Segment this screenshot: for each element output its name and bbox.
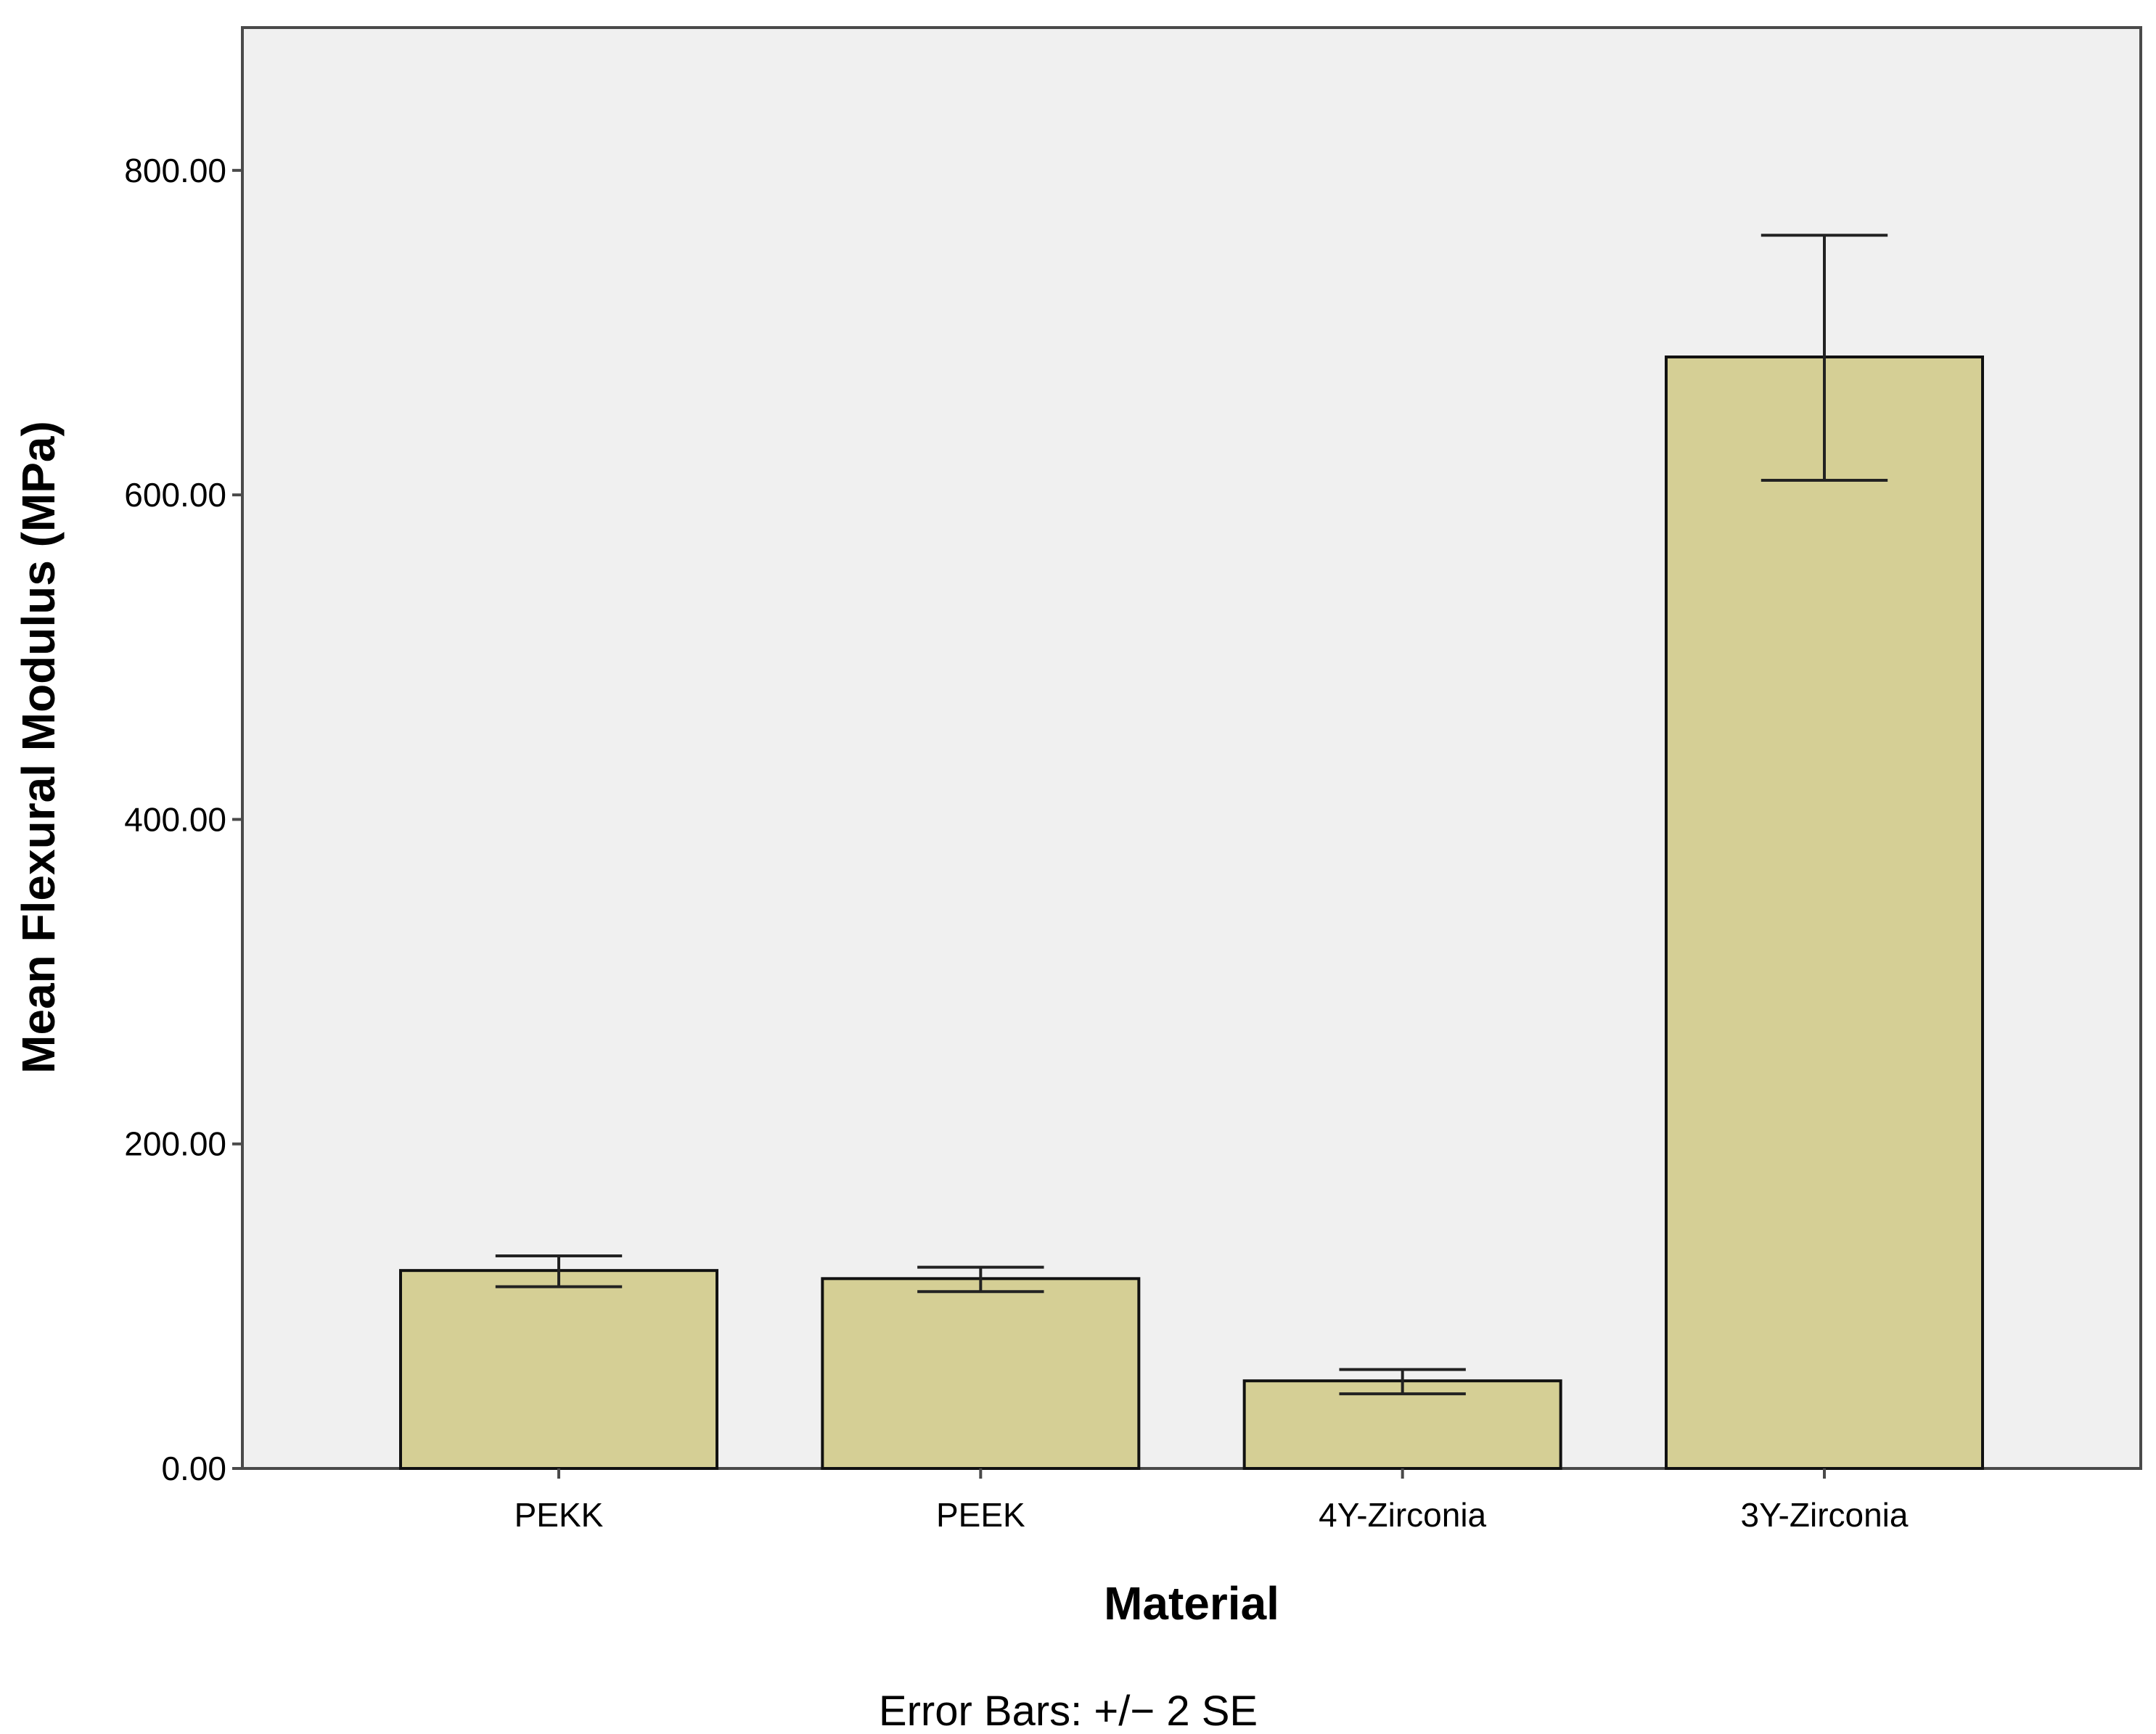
x-tick-label: 3Y-Zirconia <box>1741 1496 1909 1534</box>
y-tick-label: 400.00 <box>124 800 226 838</box>
y-tick-label: 600.00 <box>124 476 226 514</box>
y-tick-label: 200.00 <box>124 1125 226 1163</box>
x-tick-label: PEKK <box>515 1496 604 1534</box>
x-axis-title: Material <box>1104 1577 1279 1630</box>
bar <box>1665 356 1984 1471</box>
y-axis: 0.00 200.00 400.00 600.00 800.00 <box>124 152 242 1487</box>
error-bars-footnote: Error Bars: +/− 2 SE <box>879 1688 1258 1734</box>
bar <box>399 1269 718 1471</box>
bar <box>821 1277 1141 1470</box>
bars <box>399 356 1984 1471</box>
y-tick-label: 0.00 <box>161 1450 226 1487</box>
x-tick-label: 4Y-Zirconia <box>1319 1496 1486 1534</box>
x-axis: PEKK PEEK 4Y-Zirconia 3Y-Zirconia <box>515 1468 1909 1534</box>
error-bars <box>495 234 1888 1396</box>
x-tick-label: PEEK <box>936 1496 1025 1534</box>
y-axis-title: Mean Flexural Modulus (MPa) <box>12 421 65 1074</box>
y-tick-label: 800.00 <box>124 152 226 189</box>
